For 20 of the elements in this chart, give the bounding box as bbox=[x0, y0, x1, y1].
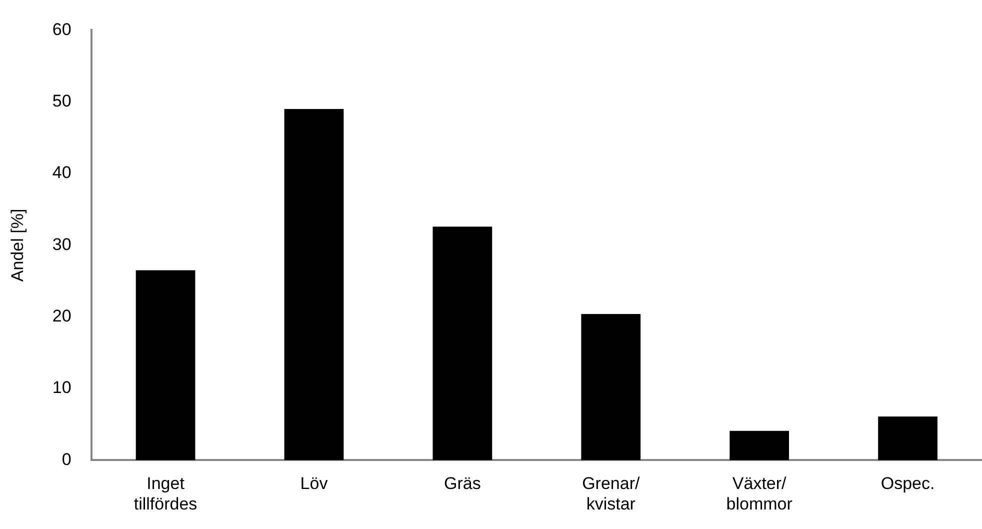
y-tick-label: 60 bbox=[52, 20, 72, 39]
x-tick-label: Grenar/kvistar bbox=[582, 474, 640, 514]
y-tick-label: 50 bbox=[52, 92, 72, 111]
y-tick-label: 20 bbox=[52, 306, 72, 326]
y-tick-label: 40 bbox=[52, 163, 72, 182]
bar bbox=[432, 226, 492, 460]
bar bbox=[581, 314, 641, 460]
bar bbox=[878, 416, 938, 460]
x-tick-label: Gräs bbox=[444, 474, 481, 494]
x-tick-label: Ospec. bbox=[880, 474, 935, 494]
bar bbox=[284, 109, 344, 460]
x-tick-label: Löv bbox=[300, 474, 328, 494]
bar bbox=[136, 270, 196, 460]
x-tick-label: Inget tillfördes bbox=[134, 474, 198, 514]
y-axis-title: Andel [%] bbox=[8, 208, 27, 282]
x-tick-label: Växter/blommor bbox=[726, 474, 793, 514]
y-tick-label: 0 bbox=[62, 450, 72, 469]
y-tick-label: 10 bbox=[52, 378, 72, 398]
bar bbox=[730, 430, 790, 460]
y-tick-label: 30 bbox=[52, 234, 72, 254]
